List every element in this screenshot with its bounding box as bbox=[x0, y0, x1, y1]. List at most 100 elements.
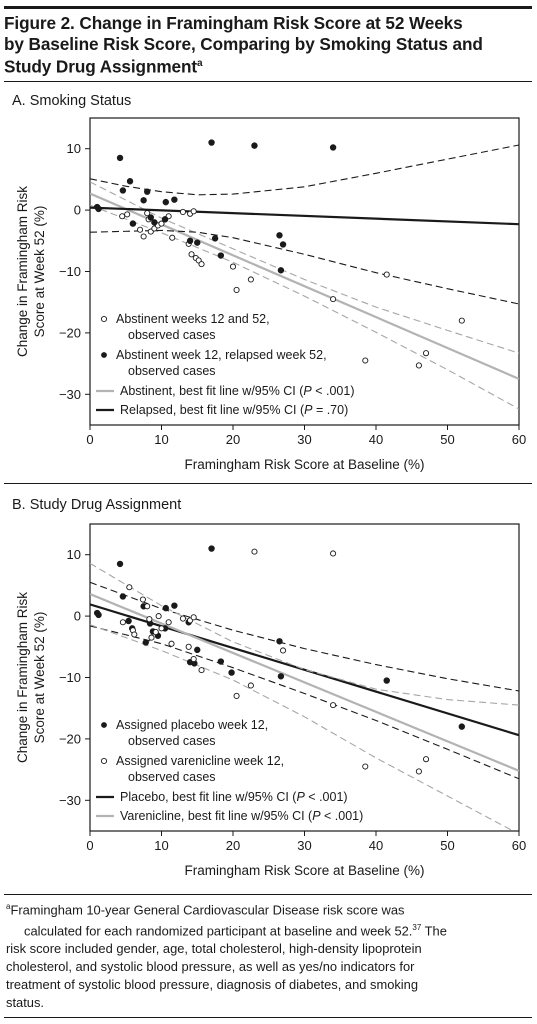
data-point-filled bbox=[95, 205, 102, 213]
y-tick-label: 10 bbox=[67, 141, 81, 156]
data-point-filled bbox=[116, 560, 124, 568]
figure-title-line-2: by Baseline Risk Score, Comparing by Smo… bbox=[4, 33, 483, 54]
fit-line-black bbox=[90, 603, 519, 737]
y-tick-label: −20 bbox=[59, 731, 81, 746]
data-point-filled bbox=[228, 669, 235, 676]
data-point-open bbox=[233, 286, 240, 293]
ci-upper-line-gray bbox=[90, 181, 519, 354]
figure-title-line-3: Study Drug Assignmenta bbox=[4, 54, 532, 77]
legend-marker-open bbox=[100, 757, 108, 765]
data-point-open bbox=[422, 756, 430, 763]
footnote-marker: a bbox=[6, 902, 11, 911]
legend-label: Assigned placebo week 12, bbox=[116, 718, 268, 732]
legend-fit-label: Relapsed, best fit line w/95% CI (P = .7… bbox=[120, 403, 348, 417]
footnote-line-3: risk score included gender, age, total c… bbox=[6, 941, 422, 957]
data-point-filled bbox=[171, 602, 178, 609]
data-point-open bbox=[190, 656, 197, 663]
x-tick-label: 50 bbox=[440, 838, 454, 853]
footnote-line-1-text: Framingham 10-year General Cardiovascula… bbox=[10, 902, 405, 918]
x-tick-label: 50 bbox=[440, 432, 454, 447]
data-point-filled bbox=[208, 545, 215, 552]
legend-marker-open bbox=[100, 315, 108, 323]
data-point-filled bbox=[276, 638, 283, 645]
data-point-open bbox=[190, 208, 197, 215]
data-point-open bbox=[146, 616, 153, 623]
data-point-filled bbox=[458, 723, 465, 730]
x-tick-label: 20 bbox=[226, 838, 240, 853]
data-point-open bbox=[131, 631, 138, 638]
bottom-rule bbox=[4, 1017, 532, 1018]
x-tick-label: 10 bbox=[154, 432, 168, 447]
data-point-open bbox=[422, 350, 430, 357]
legend-fit-label: Varenicline, best fit line w/95% CI (P <… bbox=[120, 809, 363, 823]
x-tick-label: 60 bbox=[512, 432, 526, 447]
figure-title-footnote-marker: a bbox=[197, 58, 203, 69]
data-point-open bbox=[458, 317, 465, 324]
data-point-open bbox=[330, 702, 337, 709]
data-point-open bbox=[140, 233, 147, 240]
data-point-open bbox=[185, 643, 192, 650]
data-point-open bbox=[247, 276, 254, 283]
data-point-open bbox=[136, 226, 144, 233]
data-point-open bbox=[119, 619, 126, 626]
ci-upper-line-black bbox=[90, 581, 519, 692]
y-tick-label: 0 bbox=[74, 203, 81, 218]
legend-label: Abstinent week 12, relapsed week 52, bbox=[116, 348, 327, 362]
data-point-filled bbox=[147, 214, 154, 221]
y-axis-label-line: Score at Week 52 (%) bbox=[32, 612, 47, 744]
ci-lower-line-gray bbox=[90, 624, 515, 831]
footnote-line-2-text: calculated for each randomized participa… bbox=[24, 923, 413, 939]
y-tick-label: 0 bbox=[74, 609, 81, 624]
data-point-open bbox=[126, 584, 133, 591]
x-tick-label: 0 bbox=[86, 838, 93, 853]
legend-marker-filled bbox=[101, 722, 107, 728]
y-tick-label: −20 bbox=[59, 325, 81, 340]
footnote-line-2: calculated for each randomized participa… bbox=[6, 919, 532, 940]
fit-line-black bbox=[90, 206, 519, 226]
legend-label: Abstinent weeks 12 and 52, bbox=[116, 312, 270, 326]
data-point-open bbox=[165, 619, 172, 626]
data-point-open bbox=[251, 548, 258, 555]
y-tick-label: −10 bbox=[59, 264, 81, 279]
data-point-open bbox=[144, 603, 151, 610]
data-point-open bbox=[362, 763, 369, 770]
y-tick-label: −30 bbox=[59, 387, 81, 402]
data-point-open bbox=[179, 615, 186, 622]
legend-label-continued: observed cases bbox=[128, 364, 216, 378]
y-axis-label-line: Change in Framingham Risk bbox=[15, 186, 30, 357]
ci-lower-line-gray bbox=[90, 204, 519, 410]
legend-fit-label: Abstinent, best fit line w/95% CI (P < .… bbox=[120, 384, 355, 398]
x-tick-label: 40 bbox=[369, 432, 383, 447]
data-point-filled bbox=[144, 188, 151, 195]
ci-lower-line-black bbox=[90, 229, 519, 305]
data-point-open bbox=[158, 625, 165, 632]
data-point-open bbox=[148, 634, 155, 641]
y-tick-label: −30 bbox=[59, 793, 81, 808]
data-point-filled bbox=[126, 178, 134, 185]
panel-a-chart: 0 10 20 30 40 50 60 −30 −20 −10 0 10 Framingham Risk… bbox=[15, 117, 526, 472]
x-axis-label: Framingham Risk Score at Baseline (%) bbox=[184, 863, 424, 878]
panel-b-chart: 0 10 20 30 40 50 60 −30 −20 −10 0 10 Framingham Risk… bbox=[15, 523, 526, 878]
ci-lower-line-black bbox=[90, 625, 519, 780]
data-point-filled bbox=[186, 237, 194, 245]
data-point-open bbox=[247, 682, 254, 689]
ci-upper-line-gray bbox=[90, 562, 519, 706]
data-point-open bbox=[144, 210, 151, 217]
x-tick-label: 20 bbox=[226, 432, 240, 447]
legend-label: Assigned varenicline week 12, bbox=[116, 754, 284, 768]
data-point-filled bbox=[277, 673, 285, 680]
x-tick-label: 0 bbox=[86, 432, 93, 447]
data-point-filled bbox=[277, 267, 285, 274]
figure-title-line-3-text: Study Drug Assignment bbox=[4, 56, 198, 77]
data-point-open bbox=[188, 251, 195, 258]
data-point-filled bbox=[251, 142, 258, 149]
panel-divider bbox=[4, 483, 532, 484]
data-point-filled bbox=[208, 139, 215, 146]
data-point-open bbox=[119, 213, 126, 220]
ci-upper-line-black bbox=[90, 144, 519, 196]
x-tick-label: 10 bbox=[154, 838, 168, 853]
data-point-open bbox=[169, 234, 176, 241]
plot-frame bbox=[89, 523, 520, 832]
data-point-filled bbox=[162, 604, 169, 612]
data-point-filled bbox=[211, 235, 219, 242]
